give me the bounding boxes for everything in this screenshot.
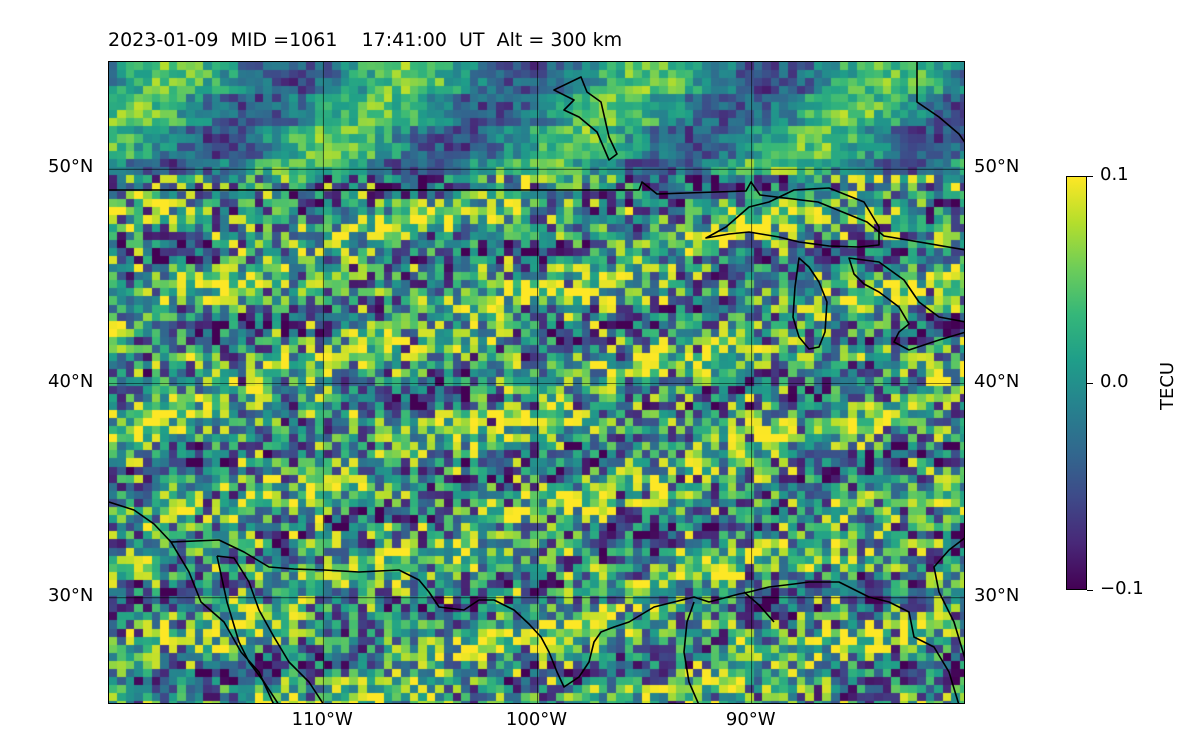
lake-superior: [705, 187, 880, 248]
lat-label-50n-right: 50°N: [974, 156, 1020, 178]
lake-huron: [848, 257, 964, 351]
colorbar: [1066, 176, 1087, 590]
lat-label-30n-right: 30°N: [974, 584, 1020, 606]
colorbar-label-max: 0.1: [1100, 164, 1129, 185]
colorbar-label-min: −0.1: [1100, 578, 1144, 599]
texas-gulf-coast: [683, 591, 775, 703]
lat-label-30n-left: 30°N: [48, 584, 94, 606]
colorbar-tick-max: [1087, 176, 1093, 177]
tec-map[interactable]: [108, 61, 965, 704]
coastlines: [109, 62, 964, 703]
lake-michigan: [792, 257, 828, 350]
gridlines: [109, 62, 964, 703]
colorbar-label-zero: 0.0: [1100, 371, 1129, 392]
baja-california: [216, 555, 324, 703]
lat-label-50n-left: 50°N: [48, 156, 94, 178]
lat-label-40n-left: 40°N: [48, 370, 94, 392]
us-canada-border: [109, 181, 964, 251]
colorbar-tick-min: [1087, 590, 1093, 591]
lake-winnipeg: [553, 76, 618, 161]
colorbar-tick-zero: [1087, 383, 1093, 384]
florida-peninsula: [933, 537, 964, 659]
map-overlay: [109, 62, 964, 703]
tec-heatmap: [109, 62, 964, 703]
lon-label-110w: 110°W: [291, 709, 353, 730]
lon-label-100w: 100°W: [505, 709, 568, 730]
mexico-west-coast: [170, 539, 960, 703]
map-title: 2023-01-09 MID =1061 17:41:00 UT Alt = 3…: [108, 29, 623, 51]
colorbar-title: TECU: [1157, 361, 1178, 410]
hudson-bay-shore: [916, 62, 964, 143]
lon-label-90w: 90°W: [725, 709, 776, 730]
pacific-coast: [109, 501, 274, 703]
lat-label-40n-right: 40°N: [974, 370, 1020, 392]
